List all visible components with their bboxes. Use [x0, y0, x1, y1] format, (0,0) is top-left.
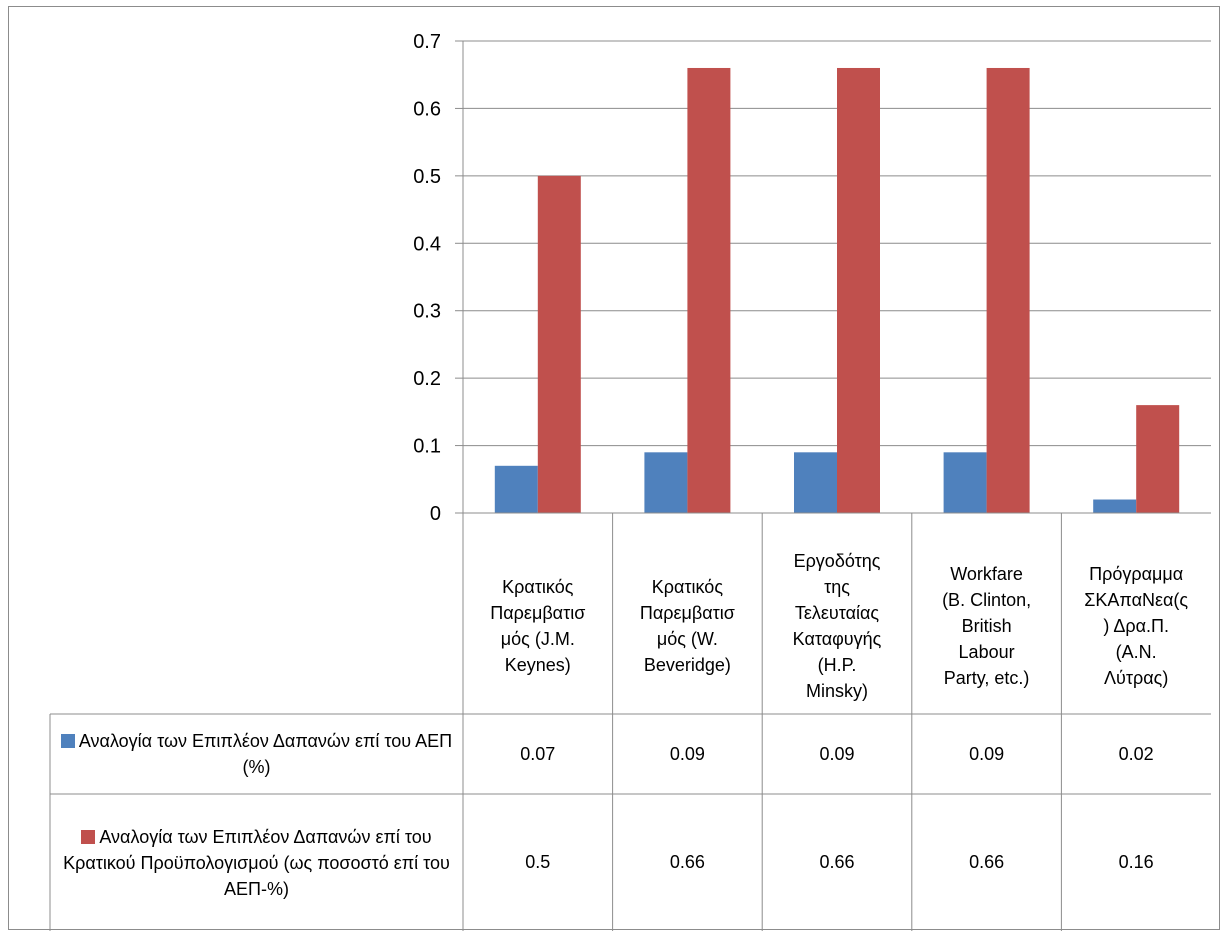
data-value-cell: 0.66 — [669, 852, 705, 872]
legend-entry-2: Αναλογία των Επιπλέον Δαπανών επί του Κρ… — [50, 794, 463, 931]
bar-series-1-2 — [644, 452, 688, 513]
legend-swatch — [60, 734, 75, 748]
chart-frame — [8, 6, 1220, 930]
y-tick-label: 0.6 — [413, 98, 441, 120]
data-value-cell: 0.09 — [969, 743, 1005, 764]
data-value-cell: 0.07 — [520, 743, 556, 764]
data-value-cell: 0.66 — [819, 852, 855, 872]
y-tick-label: 0.2 — [413, 368, 441, 390]
bar-series-2-3 — [837, 67, 880, 513]
bar-series-2-1 — [537, 175, 581, 513]
data-value-cell: 0.16 — [1118, 852, 1154, 872]
data-value-cell: 0.02 — [1118, 743, 1154, 764]
legend-label: Αναλογία των Επιπλέον Δαπανών επί του ΑΕ… — [78, 731, 453, 777]
bar-series-1-4 — [943, 452, 987, 513]
y-tick-label: 0.7 — [413, 31, 441, 53]
data-value-cell: 0.09 — [669, 743, 705, 764]
bar-series-2-5 — [1136, 405, 1180, 513]
category-label: Κρατικός Παρεμβατισ μός (W. Beveridge) — [639, 576, 735, 675]
category-label: Πρόγραμμα ΣΚΑπαΝεα(ς ) Δρα.Π. (Α.Ν. Λύτρ… — [1084, 563, 1189, 688]
legend-label: Αναλογία των Επιπλέον Δαπανών επί του Κρ… — [63, 826, 450, 899]
category-label: Εργοδότης της Τελευταίας Καταφυγής (H.P.… — [792, 550, 882, 701]
y-tick-label: 0.3 — [413, 301, 441, 323]
category-label: Workfare (B. Clinton, British Labour Par… — [942, 563, 1032, 688]
bar-series-1-1 — [494, 465, 538, 513]
y-tick-label: 0.5 — [413, 166, 441, 188]
data-value-cell: 0.66 — [969, 852, 1005, 872]
category-label: Κρατικός Παρεμβατισ μός (J.M. Keynes) — [490, 576, 586, 675]
y-tick-label: 0 — [430, 503, 441, 525]
bar-series-1-3 — [794, 452, 837, 513]
bar-series-1-5 — [1093, 499, 1137, 513]
bar-series-2-2 — [687, 67, 731, 513]
bar-series-2-4 — [986, 67, 1030, 513]
data-value-cell: 0.09 — [819, 743, 855, 764]
y-tick-label: 0.1 — [413, 436, 441, 458]
y-tick-label: 0.4 — [413, 233, 441, 255]
legend-entry-1: Αναλογία των Επιπλέον Δαπανών επί του ΑΕ… — [50, 714, 463, 794]
data-value-cell: 0.5 — [525, 852, 551, 872]
legend-swatch — [81, 829, 96, 844]
